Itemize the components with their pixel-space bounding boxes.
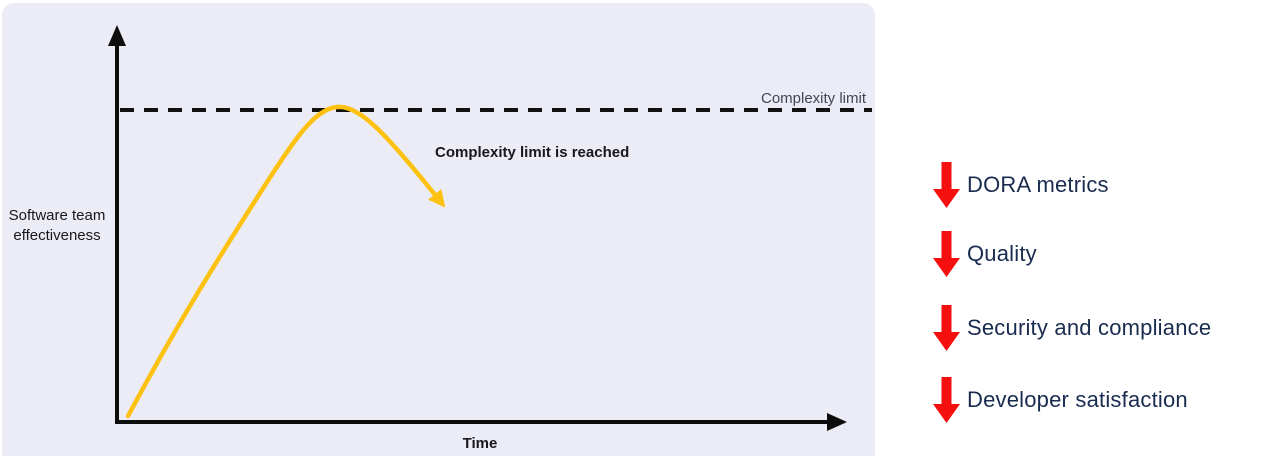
impact-item-security-compliance: Security and compliance (933, 305, 1211, 351)
impact-label: Quality (967, 241, 1037, 266)
impact-label: Developer satisfaction (967, 387, 1188, 412)
red-down-arrow-icon (933, 162, 960, 208)
x-axis-arrowhead-icon (827, 413, 847, 431)
complexity-reached-annotation: Complexity limit is reached (435, 144, 630, 161)
effectiveness-diagram (108, 25, 872, 431)
red-down-arrow-icon (933, 305, 960, 351)
impact-item-developer-satisfaction: Developer satisfaction (933, 377, 1188, 423)
effectiveness-curve (125, 104, 446, 419)
red-down-arrow-icon (933, 231, 960, 277)
impact-label: DORA metrics (967, 172, 1109, 197)
x-axis-label: Time (462, 435, 498, 452)
impact-item-dora-metrics: DORA metrics (933, 162, 1109, 208)
impact-label: Security and compliance (967, 315, 1212, 340)
y-axis-arrowhead-icon (108, 25, 126, 46)
complexity-limit-label: Complexity limit (760, 90, 866, 107)
impact-item-quality: Quality (933, 231, 1037, 277)
y-axis-label: Software team effectiveness (8, 207, 106, 244)
red-down-arrow-icon (933, 377, 960, 423)
